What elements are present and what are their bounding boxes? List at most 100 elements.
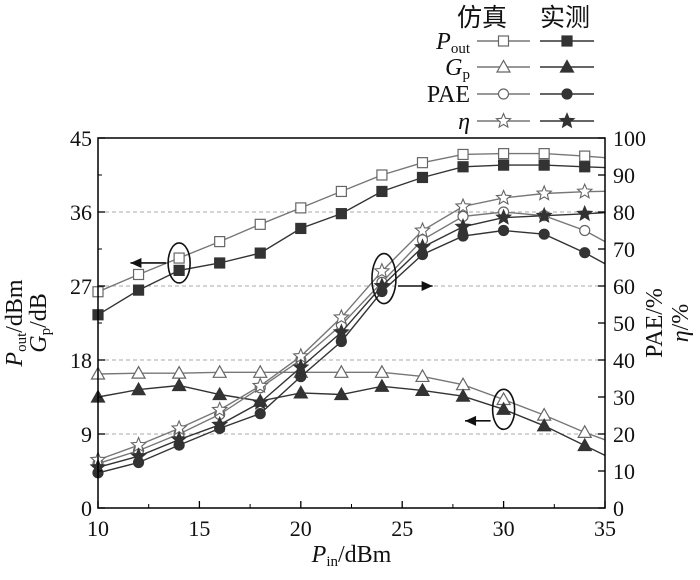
data-point: [454, 217, 472, 235]
arrow-head: [421, 281, 433, 291]
data-point: [131, 381, 147, 396]
legend-label-sub: p: [463, 67, 471, 83]
data-point: [376, 185, 388, 198]
data-point: [455, 388, 471, 402]
legend-label-sub: out: [451, 41, 471, 57]
legend-sim-marker: [497, 35, 510, 47]
data-point: [332, 323, 350, 340]
series-P_out-meas: [92, 159, 606, 321]
data-point: [495, 208, 513, 225]
data-point: [413, 221, 431, 238]
data-point: [173, 264, 185, 276]
y-left-tick-label: 27: [70, 274, 92, 299]
data-point: [374, 364, 390, 378]
y-right-tick-label: 90: [613, 163, 635, 188]
y-left-label-2-main: G: [26, 335, 52, 352]
series-line: [97, 229, 606, 474]
series-line: [97, 211, 606, 465]
series-line: [97, 190, 606, 461]
legend-meas-marker: [561, 88, 573, 100]
legend-sim-marker: [497, 88, 510, 100]
legend-label-1: Gp: [445, 55, 470, 83]
series-line: [97, 384, 606, 457]
legend-meas-marker: [561, 35, 573, 47]
series-layer: [89, 148, 606, 479]
legend-label-3: η: [458, 109, 470, 135]
series-G_p-meas: [90, 377, 606, 457]
data-point: [498, 159, 510, 171]
legend-label-main: P: [435, 29, 451, 55]
x-tick-label: 35: [594, 516, 616, 541]
legend-sim-marker: [495, 112, 512, 129]
y-left-label-1-sub: out: [14, 332, 30, 352]
y-right-label-2-text: η/%: [668, 304, 694, 343]
data-point: [579, 161, 591, 173]
data-point: [254, 247, 266, 259]
data-point: [335, 208, 347, 220]
data-point: [457, 230, 469, 242]
data-point: [496, 401, 512, 415]
data-point: [457, 161, 469, 173]
y-left-tick-label: 9: [81, 422, 92, 447]
gain-left-arrow: [465, 415, 491, 426]
data-point: [416, 171, 429, 184]
y-left-label-2-unit: /dB: [26, 293, 52, 328]
data-point: [251, 376, 269, 394]
data-point: [295, 222, 307, 235]
y-right-label-2: η/%: [668, 304, 694, 343]
arrow-head: [465, 415, 477, 426]
data-point: [129, 447, 148, 464]
legend-label-2: PAE: [427, 82, 470, 108]
y-right-tick-label: 50: [613, 311, 635, 336]
data-point: [292, 358, 310, 375]
x-tick-label: 25: [391, 516, 413, 541]
annotation-layer: [130, 242, 516, 431]
data-point: [535, 184, 553, 201]
data-point: [454, 197, 472, 214]
plot-frame: [97, 137, 606, 509]
data-point: [214, 236, 226, 248]
series-line: [97, 152, 606, 293]
arrow-head: [130, 257, 142, 268]
data-point: [212, 364, 228, 378]
series-line: [97, 371, 606, 441]
y-left-tick-label: 36: [70, 200, 92, 225]
y-left-label-1-unit: /dBm: [2, 279, 28, 333]
efficiency-right-arrow: [397, 281, 433, 291]
y-left-tick-label: 0: [81, 496, 92, 521]
pout-left-arrow: [130, 257, 167, 268]
data-point: [577, 424, 593, 438]
axes-layer: 10 15 20 25 30 350918273645010203040506070809…: [70, 126, 646, 541]
y-right-tick-label: 100: [613, 126, 646, 151]
data-point: [131, 365, 147, 379]
series-PAE-meas: [92, 224, 606, 479]
data-point: [332, 308, 350, 325]
series-G_p-sim: [90, 364, 606, 441]
data-point: [579, 150, 591, 162]
y-right-tick-label: 60: [613, 274, 635, 299]
y-right-tick-label: 0: [613, 496, 624, 521]
y-right-label-1: PAE/%: [642, 288, 668, 358]
data-point: [211, 400, 229, 418]
data-point: [212, 386, 228, 401]
x-tick-label: 20: [290, 516, 312, 541]
legend-header-meas: 实测: [540, 3, 590, 32]
data-point: [333, 364, 349, 378]
legend-sim-marker: [495, 59, 512, 73]
y-right-tick-label: 10: [613, 459, 635, 484]
y-left-tick-label: 45: [70, 126, 92, 151]
x-label-unit: /dBm: [338, 542, 392, 568]
series-PAE-sim: [92, 206, 606, 470]
series-line: [97, 164, 606, 316]
data-point: [170, 430, 188, 447]
x-tick-label: 10: [87, 516, 109, 541]
data-point: [254, 218, 266, 230]
data-point: [333, 386, 349, 401]
data-point: [414, 368, 431, 383]
data-point: [293, 385, 309, 399]
data-point: [498, 224, 510, 237]
data-point: [335, 335, 347, 348]
data-point: [373, 262, 391, 279]
gain-ellipse: [491, 388, 516, 431]
